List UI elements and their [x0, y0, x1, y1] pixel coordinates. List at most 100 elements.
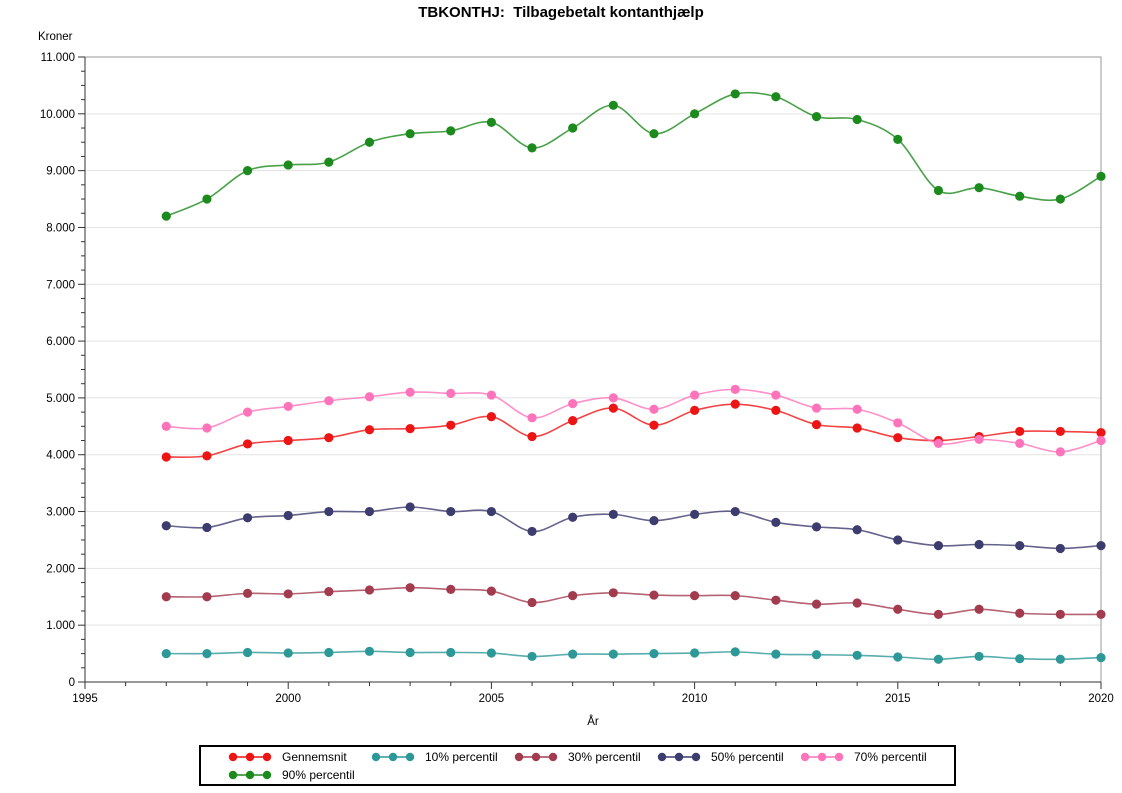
data-point-marker — [324, 157, 334, 167]
data-point-marker — [771, 92, 781, 102]
data-point-marker — [690, 405, 700, 416]
data-point-marker — [1055, 447, 1065, 457]
data-point-marker — [1015, 438, 1025, 448]
data-point-marker — [568, 649, 578, 659]
data-point-marker — [690, 591, 700, 601]
data-point-marker — [242, 166, 253, 176]
data-point-marker — [649, 648, 659, 659]
data-point-marker — [608, 393, 618, 403]
series-line — [166, 586, 1102, 616]
series-line — [166, 403, 1102, 458]
data-point-marker — [527, 413, 537, 423]
data-point-marker — [933, 541, 944, 551]
data-point-marker — [893, 535, 903, 545]
data-point-marker — [608, 649, 618, 659]
data-point-marker — [690, 509, 700, 519]
data-point-marker — [161, 648, 171, 659]
data-point-marker — [649, 129, 659, 139]
data-point-marker — [1055, 609, 1065, 619]
legend: Gennemsnit 10% percentil 30% percentil 50% … — [199, 745, 956, 786]
y-tick-label: 10.000 — [40, 109, 75, 121]
data-point-marker — [1055, 426, 1065, 437]
data-point-marker — [364, 585, 375, 595]
legend-item: 30% percentil — [511, 750, 654, 764]
data-point-marker — [486, 648, 496, 658]
x-tick-label: 2005 — [479, 693, 505, 705]
data-point-marker — [324, 433, 334, 443]
data-point-marker — [893, 134, 903, 144]
data-point-marker — [1096, 171, 1106, 181]
data-point-marker — [1096, 427, 1106, 438]
data-point-marker — [974, 539, 984, 550]
data-point-marker — [893, 652, 903, 662]
data-point-marker — [852, 525, 862, 535]
data-point-marker — [893, 604, 903, 614]
data-point-marker — [811, 112, 822, 122]
y-axis-title: Kroner — [38, 31, 73, 43]
data-point-marker — [324, 506, 334, 517]
data-point-marker — [771, 390, 781, 400]
data-point-marker — [933, 185, 944, 196]
legend-marker-icon — [514, 752, 558, 761]
legend-marker-icon — [657, 752, 701, 761]
data-point-marker — [974, 183, 984, 193]
data-point-marker — [242, 439, 253, 449]
data-point-marker — [202, 451, 212, 461]
data-point-marker — [649, 420, 659, 430]
data-point-marker — [771, 649, 781, 659]
data-point-marker — [324, 587, 334, 597]
data-point-marker — [649, 404, 659, 414]
data-point-marker — [1055, 654, 1065, 664]
data-point-marker — [364, 137, 375, 147]
data-point-marker — [202, 592, 212, 602]
data-point-marker — [242, 647, 253, 658]
data-point-marker — [893, 418, 903, 428]
x-tick-label: 2015 — [885, 693, 911, 705]
data-point-marker — [771, 405, 781, 416]
data-point-marker — [242, 407, 253, 417]
data-point-marker — [202, 194, 212, 204]
legend-item: Gennemsnit — [225, 750, 368, 764]
data-point-marker — [852, 404, 862, 414]
y-tick-label: 2.000 — [46, 563, 75, 575]
data-point-marker — [283, 648, 293, 658]
x-tick-label: 2020 — [1088, 693, 1114, 705]
data-point-marker — [324, 396, 334, 406]
data-point-marker — [730, 506, 740, 517]
x-tick-label: 1995 — [72, 693, 98, 705]
data-point-marker — [405, 647, 415, 658]
data-point-marker — [893, 433, 903, 443]
data-point-marker — [446, 506, 456, 517]
data-point-marker — [933, 438, 944, 448]
data-point-marker — [974, 434, 984, 444]
y-tick-label: 4.000 — [46, 450, 75, 462]
data-point-marker — [649, 590, 659, 600]
data-point-marker — [1096, 609, 1106, 619]
data-point-marker — [608, 403, 618, 413]
legend-label: 50% percentil — [711, 749, 784, 764]
data-point-marker — [811, 522, 822, 532]
data-point-marker — [161, 211, 171, 221]
data-point-marker — [283, 510, 293, 521]
data-point-marker — [446, 388, 456, 398]
legend-item: 10% percentil — [368, 750, 511, 764]
data-point-marker — [730, 647, 740, 657]
data-point-marker — [1055, 194, 1065, 204]
data-point-marker — [568, 398, 578, 409]
data-point-marker — [283, 589, 293, 599]
data-point-marker — [933, 609, 944, 619]
data-point-marker — [690, 109, 700, 119]
data-point-marker — [730, 591, 740, 601]
data-point-marker — [1015, 608, 1025, 618]
data-point-marker — [1015, 426, 1025, 437]
legend-item: 70% percentil — [797, 750, 940, 764]
legend-label: 90% percentil — [282, 767, 355, 782]
data-point-marker — [283, 435, 293, 446]
data-point-marker — [405, 423, 415, 434]
legend-row: 90% percentil — [225, 766, 954, 784]
data-point-marker — [486, 506, 496, 517]
data-point-marker — [730, 384, 740, 394]
data-point-marker — [161, 592, 171, 602]
data-point-marker — [1096, 435, 1106, 446]
